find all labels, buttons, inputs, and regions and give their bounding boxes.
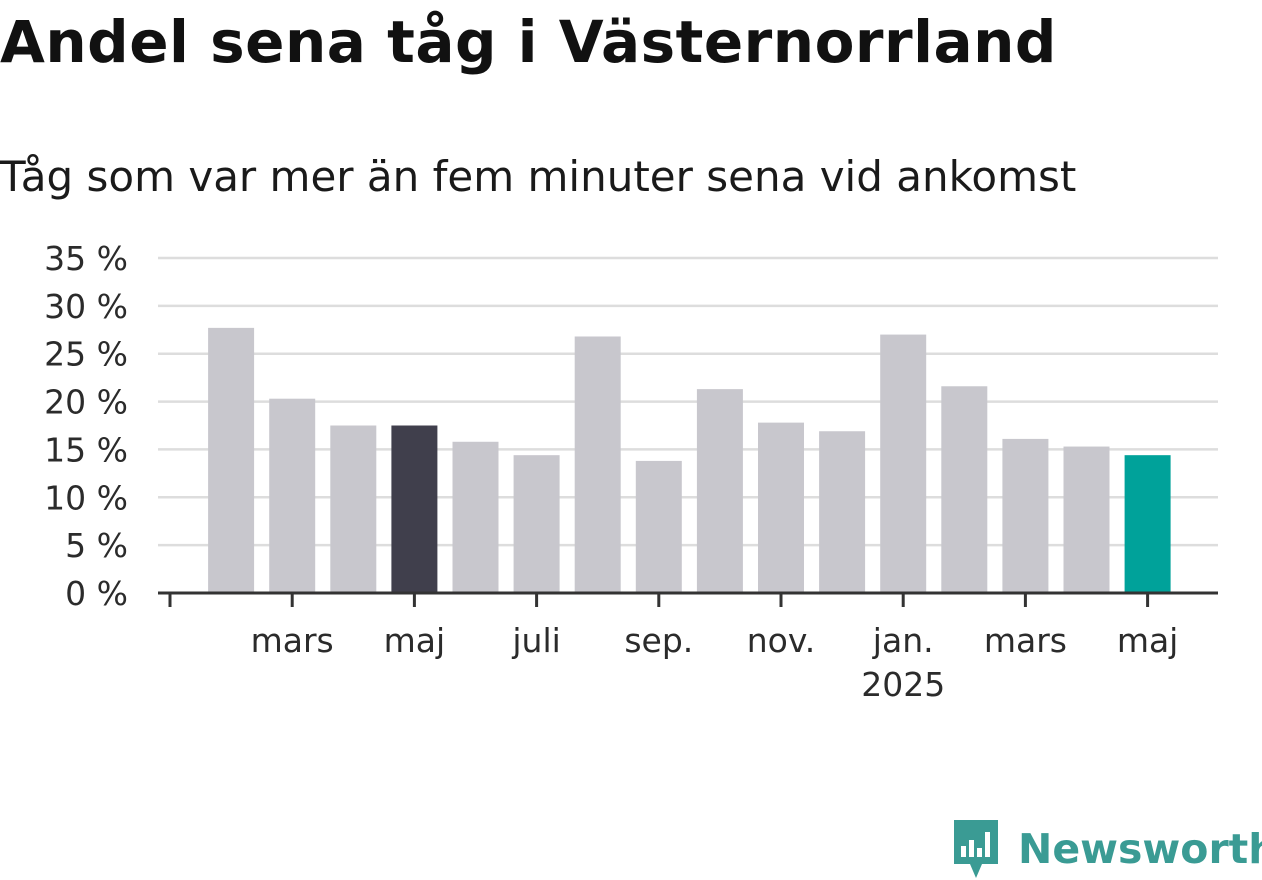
x-tick-label: maj <box>1117 621 1179 660</box>
x-tick-label: sep. <box>624 621 693 660</box>
x-tick-label: jan. <box>872 621 934 660</box>
bar <box>330 425 377 593</box>
bar <box>880 334 927 593</box>
brand-name: Newsworthy <box>1018 825 1262 873</box>
newsworthy-brand[interactable]: Newsworthy <box>952 818 1262 880</box>
newsworthy-logo-icon <box>954 820 998 878</box>
y-tick-label: 0 % <box>65 574 128 613</box>
x-tick-label: mars <box>984 621 1067 660</box>
x-tick-label: mars <box>251 621 334 660</box>
chart-title: Andel sena tåg i Västernorrland <box>0 8 1057 76</box>
x-tick-sublabel: 2025 <box>861 665 945 704</box>
bar <box>1063 446 1110 593</box>
bar <box>758 422 804 593</box>
y-tick-label: 5 % <box>65 526 128 565</box>
y-tick-label: 10 % <box>44 478 128 517</box>
bar <box>269 398 316 593</box>
bar <box>1124 455 1171 593</box>
bar <box>819 431 866 593</box>
bar <box>452 441 499 593</box>
bar <box>941 386 988 593</box>
bar <box>696 389 743 593</box>
bar <box>513 455 560 593</box>
bar <box>208 327 255 593</box>
y-tick-label: 20 % <box>44 383 128 422</box>
chart-subtitle: Tåg som var mer än fem minuter sena vid … <box>0 152 1077 201</box>
y-tick-label: 35 % <box>44 239 128 278</box>
y-tick-label: 30 % <box>44 287 128 326</box>
bar <box>635 460 682 593</box>
y-tick-label: 15 % <box>44 430 128 469</box>
y-tick-label: 25 % <box>44 335 128 374</box>
x-tick-label: maj <box>384 621 446 660</box>
x-tick-label: nov. <box>747 621 816 660</box>
bar <box>574 336 621 593</box>
bar <box>391 425 438 593</box>
x-tick-label: juli <box>511 621 560 660</box>
bar <box>1002 438 1049 593</box>
